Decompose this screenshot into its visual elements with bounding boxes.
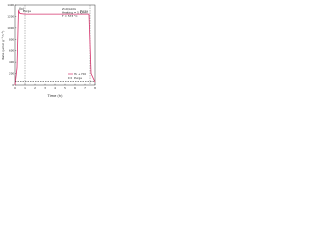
- x-tick-label: 1: [24, 86, 26, 90]
- y-tick-label: 1400: [7, 3, 14, 7]
- annotation: Purge: [80, 9, 88, 13]
- series-line: [14, 9, 96, 86]
- x-tick-label: 5: [64, 86, 66, 90]
- panel-label: (b): [19, 7, 25, 11]
- annotation: Heating = 5 K/min: [62, 11, 88, 15]
- x-tick-label: 7: [84, 86, 86, 90]
- x-axis-label: Time (h): [46, 94, 63, 98]
- x-tick-label: 8: [94, 86, 96, 90]
- legend-label: H₂ + HCl: [74, 72, 86, 76]
- y-tick-label: 1200: [7, 14, 14, 18]
- x-tick-label: 6: [74, 86, 76, 90]
- y-axis-label: Rate (μmol g⁻¹ h⁻¹): [1, 31, 5, 60]
- y-tick-label: 0: [12, 83, 14, 87]
- x-tick-label: 0: [14, 86, 16, 90]
- legend-label: Purge: [74, 76, 82, 80]
- y-tick-label: 1000: [7, 26, 14, 30]
- x-tick-label: 3: [44, 86, 46, 90]
- y-tick-label: 200: [9, 72, 14, 76]
- x-tick-label: 4: [54, 86, 56, 90]
- chart: (b) Time (h) Rate (μmol g⁻¹ h⁻¹) 0 200 400…: [1, 3, 96, 98]
- page: {"chart_data": {"type": "line", "title":…: [0, 0, 100, 100]
- y-tick-label: 800: [9, 37, 14, 41]
- y-tick-label: 400: [9, 60, 14, 64]
- annotation: ZnO/Al₂O₃: [62, 7, 76, 11]
- y-tick-label: 600: [9, 49, 14, 53]
- x-tick-label: 2: [34, 86, 36, 90]
- annotation: Purge: [23, 9, 31, 13]
- annotation: T = 573 °C: [61, 14, 77, 18]
